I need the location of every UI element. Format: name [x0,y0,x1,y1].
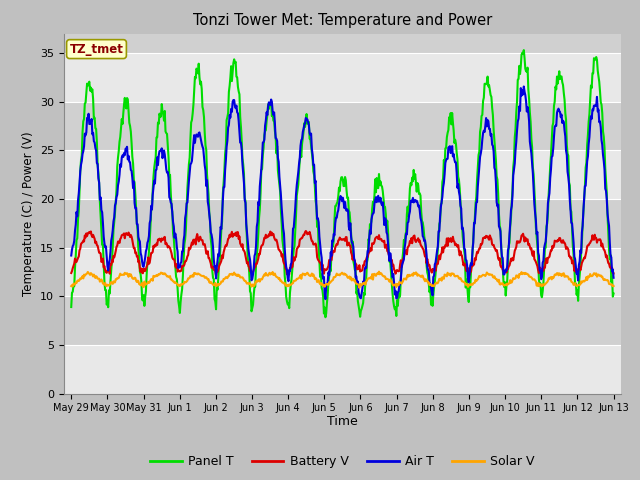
Bar [64,248,621,296]
Bar [64,199,621,248]
Bar [64,102,621,150]
X-axis label: Time: Time [327,415,358,428]
Bar [64,296,621,345]
Bar [64,4,621,53]
Bar [64,53,621,102]
Text: TZ_tmet: TZ_tmet [70,43,124,56]
Y-axis label: Temperature (C) / Power (V): Temperature (C) / Power (V) [22,132,35,296]
Legend: Panel T, Battery V, Air T, Solar V: Panel T, Battery V, Air T, Solar V [145,450,540,473]
Title: Tonzi Tower Met: Temperature and Power: Tonzi Tower Met: Temperature and Power [193,13,492,28]
Bar [64,150,621,199]
Bar [64,345,621,394]
